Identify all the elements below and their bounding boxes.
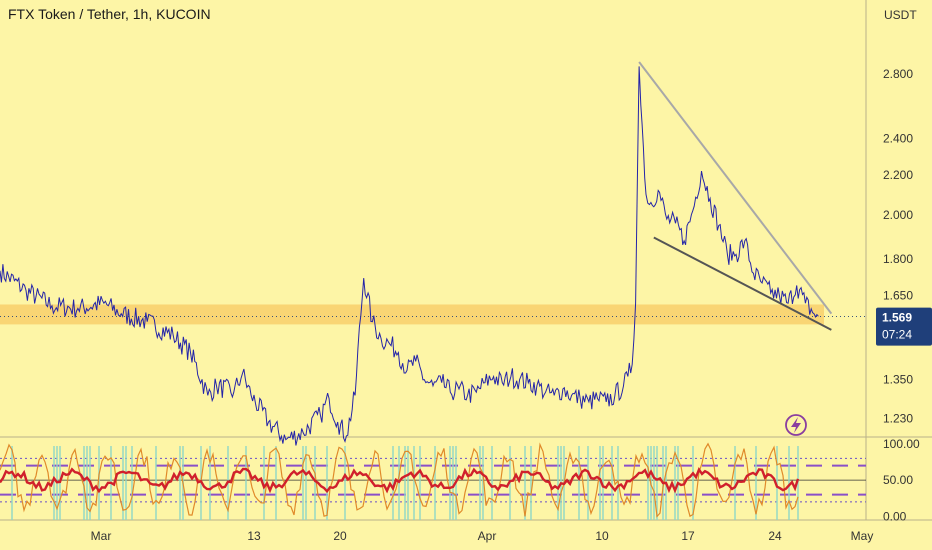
trendline-upper	[638, 61, 833, 315]
y-tick-label: 2.400	[883, 131, 913, 145]
y-tick-label: 1.650	[883, 288, 913, 302]
osc-slow-line	[0, 466, 800, 494]
countdown-label: 07:24	[882, 328, 912, 342]
x-tick-label: 17	[681, 529, 695, 543]
osc-y-tick-label: 100.00	[883, 437, 920, 451]
oscillator-layer	[0, 442, 866, 520]
osc-teal-bars	[11, 446, 799, 520]
x-tick-label: 20	[333, 529, 347, 543]
osc-y-tick-label: 0.00	[883, 509, 907, 523]
x-tick-label: Apr	[478, 529, 497, 543]
osc-fast-line	[0, 442, 799, 518]
lightning-icon	[785, 414, 807, 436]
x-tick-label: 10	[595, 529, 609, 543]
axis-layer: USDT 2.800 2.400 2.200 2.000 1.800 1.650 1.350 1…	[91, 8, 932, 543]
x-tick-label: 13	[247, 529, 261, 543]
support-zone-layer	[0, 304, 824, 325]
price-series-line	[0, 66, 819, 446]
grid-layer	[0, 0, 932, 521]
chart-title: FTX Token / Tether, 1h, KUCOIN	[8, 6, 211, 22]
price-badge	[876, 307, 932, 346]
x-tick-label: Mar	[91, 529, 112, 543]
trendline-lower	[653, 236, 832, 331]
currency-label: USDT	[884, 8, 917, 22]
y-tick-label: 2.200	[883, 168, 913, 182]
osc-y-tick-label: 50.00	[883, 473, 913, 487]
trendline-layer	[638, 61, 833, 331]
y-tick-label: 2.800	[883, 67, 913, 81]
y-tick-label: 2.000	[883, 208, 913, 222]
lightning-icon-circle	[785, 414, 807, 436]
current-price-label: 1.569	[882, 311, 912, 325]
lightning-icon-bolt	[791, 417, 801, 433]
x-tick-label: May	[851, 529, 874, 543]
price-layer	[0, 66, 866, 446]
x-tick-label: 24	[768, 529, 782, 543]
support-zone	[0, 304, 824, 325]
y-tick-label: 1.230	[883, 412, 913, 426]
y-tick-label: 1.800	[883, 252, 913, 266]
y-tick-label: 1.350	[883, 373, 913, 387]
